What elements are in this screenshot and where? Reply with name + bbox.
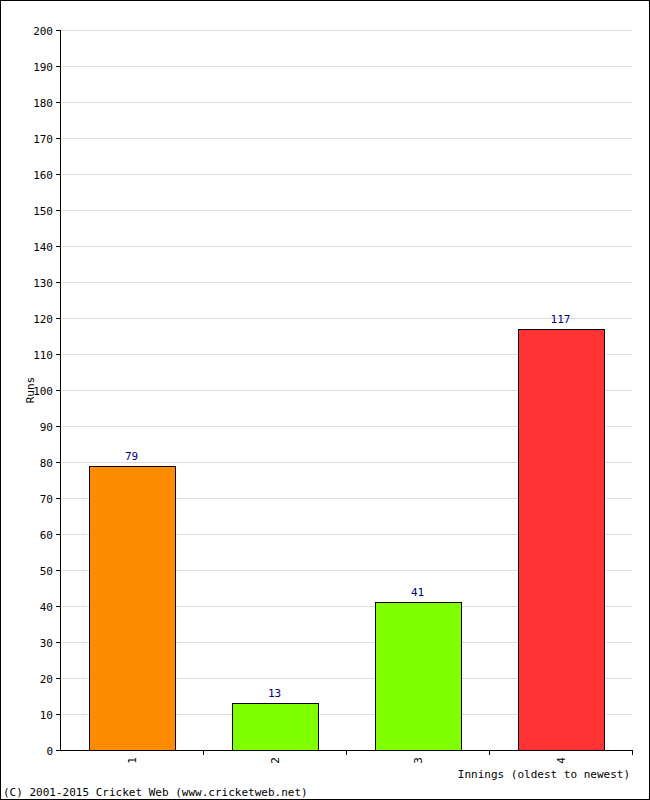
y-tick xyxy=(56,210,60,211)
x-tick xyxy=(346,750,347,755)
copyright: (C) 2001-2015 Cricket Web (www.cricketwe… xyxy=(3,786,308,799)
y-tick xyxy=(56,714,60,715)
y-tick xyxy=(56,462,60,463)
y-tick xyxy=(56,30,60,31)
y-tick xyxy=(56,678,60,679)
y-axis xyxy=(60,30,61,750)
y-tick-label: 40 xyxy=(40,601,53,614)
y-tick xyxy=(56,138,60,139)
y-tick-label: 10 xyxy=(40,709,53,722)
data-label: 13 xyxy=(268,687,281,700)
y-axis-label: Runs xyxy=(24,377,37,404)
bar xyxy=(90,467,176,751)
grid-line xyxy=(60,210,632,211)
x-tick-label: 3 xyxy=(412,757,425,764)
y-tick-label: 120 xyxy=(33,313,53,326)
y-tick xyxy=(56,246,60,247)
grid-line xyxy=(60,174,632,175)
frame xyxy=(1,1,650,800)
y-tick xyxy=(56,282,60,283)
bar xyxy=(233,704,319,751)
y-tick-label: 50 xyxy=(40,565,53,578)
y-tick-label: 200 xyxy=(33,25,53,38)
y-tick xyxy=(56,102,60,103)
grid-line xyxy=(60,318,632,319)
y-tick xyxy=(56,354,60,355)
y-tick-label: 180 xyxy=(33,97,53,110)
y-tick-label: 90 xyxy=(40,421,53,434)
y-tick xyxy=(56,750,60,751)
y-tick-label: 160 xyxy=(33,169,53,182)
x-tick xyxy=(632,750,633,755)
bar xyxy=(519,330,605,751)
grid-line xyxy=(60,282,632,283)
bar xyxy=(376,603,462,751)
data-label: 41 xyxy=(411,586,424,599)
y-tick-label: 170 xyxy=(33,133,53,146)
y-tick-label: 60 xyxy=(40,529,53,542)
chart-svg: 0102030405060708090100110120130140150160… xyxy=(0,0,650,800)
x-tick xyxy=(203,750,204,755)
y-tick-label: 80 xyxy=(40,457,53,470)
y-tick-label: 20 xyxy=(40,673,53,686)
x-tick-label: 2 xyxy=(269,757,282,764)
y-tick xyxy=(56,570,60,571)
data-label: 117 xyxy=(551,313,571,326)
grid-line xyxy=(60,246,632,247)
y-tick xyxy=(56,174,60,175)
y-tick-label: 130 xyxy=(33,277,53,290)
y-tick-label: 70 xyxy=(40,493,53,506)
y-tick xyxy=(56,66,60,67)
y-tick xyxy=(56,426,60,427)
grid-line xyxy=(60,30,632,31)
y-tick xyxy=(56,318,60,319)
y-tick-label: 140 xyxy=(33,241,53,254)
bars xyxy=(90,330,605,751)
y-tick xyxy=(56,642,60,643)
grid-line xyxy=(60,102,632,103)
y-tick-label: 150 xyxy=(33,205,53,218)
y-tick-label: 30 xyxy=(40,637,53,650)
y-tick xyxy=(56,534,60,535)
grid-line xyxy=(60,66,632,67)
x-tick-label: 4 xyxy=(555,757,568,764)
chart-container: 0102030405060708090100110120130140150160… xyxy=(0,0,650,800)
y-tick-label: 190 xyxy=(33,61,53,74)
grid-line xyxy=(60,138,632,139)
x-tick-label: 1 xyxy=(126,757,139,764)
y-tick xyxy=(56,606,60,607)
x-axis-label: Innings (oldest to newest) xyxy=(458,768,630,781)
x-tick xyxy=(489,750,490,755)
data-label: 79 xyxy=(125,450,138,463)
y-tick xyxy=(56,498,60,499)
y-tick xyxy=(56,390,60,391)
y-tick-label: 0 xyxy=(46,745,53,758)
y-tick-label: 110 xyxy=(33,349,53,362)
